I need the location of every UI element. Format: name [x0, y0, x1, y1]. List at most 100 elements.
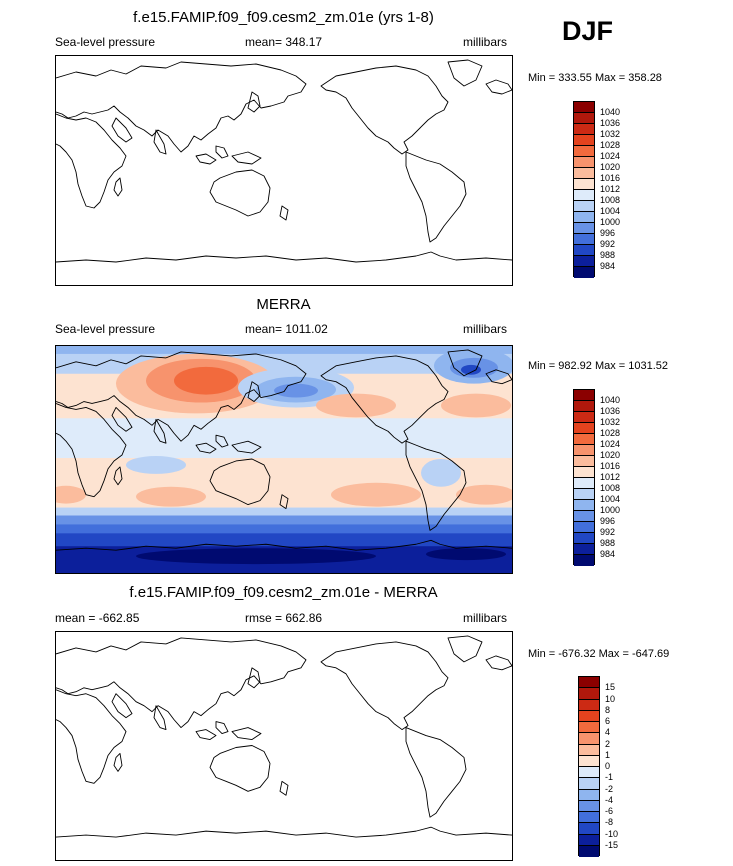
panel-2-minmax: Min = 982.92 Max = 1031.52	[528, 360, 669, 372]
colorbar-swatch	[574, 146, 594, 157]
colorbar-swatch	[574, 500, 594, 511]
colorbar-swatch	[574, 478, 594, 489]
colorbar-label: 10	[605, 693, 616, 704]
colorbar-swatch	[574, 256, 594, 267]
panel-1-colorbar: 1040 1036 1032 1028 1024 1020 1016 1012 1008 1004…	[573, 101, 620, 278]
colorbar-label: -10	[605, 828, 619, 839]
colorbar-label: 984	[600, 261, 616, 271]
colorbar-label: -4	[605, 794, 614, 805]
colorbar-swatch	[574, 434, 594, 445]
panel-2-right-label: millibars	[463, 322, 508, 336]
panel-3-minmax: Min = -676.32 Max = -647.69	[528, 648, 670, 660]
colorbar-swatch	[574, 511, 594, 522]
season-label: DJF	[562, 16, 614, 46]
panel-2-left-label: Sea-level pressure	[55, 322, 156, 336]
colorbar-label: 1020	[600, 450, 621, 460]
colorbar-swatch	[574, 124, 594, 135]
colorbar-swatch	[579, 699, 599, 711]
panel-3-map	[55, 631, 513, 861]
colorbar-label: 996	[600, 228, 616, 238]
colorbar-swatch	[579, 789, 599, 801]
colorbar-swatch	[574, 179, 594, 190]
colorbar-label: 2	[605, 738, 611, 749]
colorbar-label: 1000	[600, 217, 621, 227]
colorbar-swatch	[574, 390, 594, 401]
colorbar-swatch	[579, 834, 599, 846]
colorbar-label: 1	[605, 749, 611, 760]
colorbar-swatch	[579, 755, 599, 767]
colorbar-swatch	[579, 778, 599, 790]
panel-3-center-label: rmse = 662.86	[245, 611, 323, 625]
colorbar-label: 984	[600, 549, 616, 559]
colorbar-swatch	[574, 223, 594, 234]
colorbar-label: 1036	[600, 118, 621, 128]
colorbar-label: -2	[605, 783, 614, 794]
colorbar-label: 996	[600, 516, 616, 526]
colorbar-swatch	[574, 135, 594, 146]
colorbar-swatch	[579, 812, 599, 824]
colorbar-label: 1032	[600, 417, 621, 427]
colorbar-swatch	[574, 113, 594, 124]
colorbar-swatch	[574, 267, 594, 278]
colorbar-label: 1024	[600, 151, 621, 161]
colorbar-label: -6	[605, 806, 614, 816]
colorbar-label: 1004	[600, 206, 621, 216]
colorbar-label: 1008	[600, 483, 621, 493]
panel-3-title: f.e15.FAMIP.f09_f09.cesm2_zm.01e - MERRA	[129, 584, 438, 601]
colorbar-swatch	[579, 744, 599, 756]
colorbar-label: 1024	[600, 439, 621, 449]
colorbar-label: 1012	[600, 184, 621, 194]
colorbar-label: 1028	[600, 140, 621, 150]
panel-2-title: MERRA	[256, 296, 311, 313]
colorbar-swatch	[574, 522, 594, 533]
panel-3-left-label: mean = -662.85	[55, 611, 140, 625]
panel-1-map	[55, 55, 513, 286]
colorbar-label: -15	[605, 839, 619, 850]
colorbar-swatch	[579, 845, 599, 857]
colorbar-swatch	[579, 688, 599, 700]
colorbar-swatch	[579, 710, 599, 722]
colorbar-label: 15	[605, 682, 616, 693]
colorbar-label: 6	[605, 716, 611, 726]
colorbar-swatch	[574, 445, 594, 456]
colorbar-swatches	[573, 389, 595, 566]
colorbar-label: -1	[605, 772, 614, 783]
panel-1-title: f.e15.FAMIP.f09_f09.cesm2_zm.01e (yrs 1-…	[133, 9, 434, 26]
colorbar-label: 8	[605, 704, 611, 715]
colorbar-label: 1040	[600, 395, 621, 405]
colorbar-swatch	[579, 722, 599, 734]
panel-2-colorbar: 1040 1036 1032 1028 1024 1020 1016 1012 1008 1004…	[573, 389, 620, 566]
colorbar-label: 1012	[600, 472, 621, 482]
colorbar-swatch	[574, 533, 594, 544]
panel-1-minmax: Min = 333.55 Max = 358.28	[528, 72, 662, 84]
colorbar-swatch	[574, 157, 594, 168]
panel-1-left-label: Sea-level pressure	[55, 35, 156, 49]
colorbar-swatch	[574, 467, 594, 478]
colorbar-swatch	[579, 733, 599, 745]
colorbar-swatch	[579, 767, 599, 779]
colorbar-label: 1000	[600, 505, 621, 515]
colorbar-label: 4	[605, 727, 611, 738]
colorbar-label: 1032	[600, 129, 621, 139]
colorbar-label: 1008	[600, 195, 621, 205]
colorbar-swatch	[574, 234, 594, 245]
colorbar-swatch	[574, 212, 594, 223]
colorbar-swatches	[578, 676, 600, 857]
colorbar-swatch	[579, 800, 599, 812]
colorbar-label: 1028	[600, 428, 621, 438]
colorbar-label: 1036	[600, 406, 621, 416]
panel-3-colorbar: 15 10 8 6 4 2 1 0 -1 -2 -4 -6 -8 -10 -15	[578, 676, 618, 857]
colorbar-label: 1016	[600, 461, 621, 471]
colorbar-swatch	[574, 489, 594, 500]
colorbar-swatch	[574, 423, 594, 434]
colorbar-swatch	[579, 677, 599, 689]
colorbar-label: 988	[600, 538, 616, 548]
colorbar-label: 1020	[600, 162, 621, 172]
colorbar-label: 0	[605, 761, 611, 771]
panel-2-field	[56, 346, 512, 573]
colorbar-swatch	[574, 190, 594, 201]
colorbar-label: 988	[600, 250, 616, 260]
panel-2-center-label: mean= 1011.02	[245, 322, 328, 336]
panel-1-center-label: mean= 348.17	[245, 35, 323, 49]
panel-1-right-label: millibars	[463, 35, 508, 49]
